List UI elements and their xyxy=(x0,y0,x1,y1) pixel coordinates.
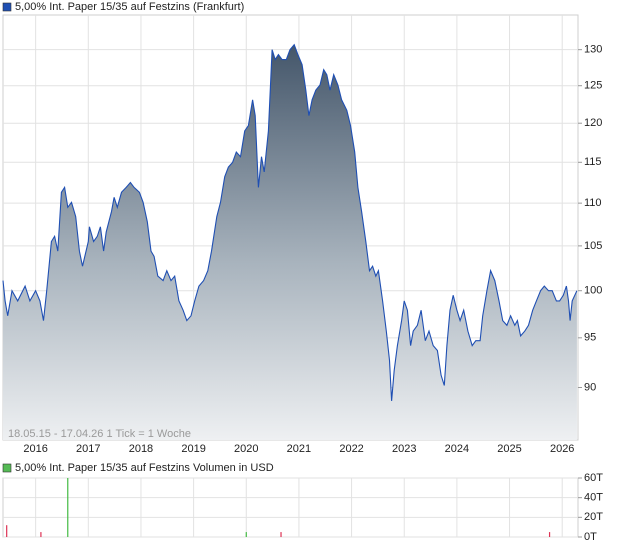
volume-bar xyxy=(67,478,69,537)
y-tick-label: 40T xyxy=(584,492,603,504)
legend-label: 5,00% Int. Paper 15/35 auf Festzins Volu… xyxy=(15,462,274,474)
y-tick-label: 95 xyxy=(584,332,596,344)
x-tick-label: 2022 xyxy=(339,443,363,455)
x-tick-label: 2019 xyxy=(181,443,205,455)
y-tick-label: 0T xyxy=(584,531,597,543)
x-tick-label: 2021 xyxy=(287,443,311,455)
y-tick-label: 20T xyxy=(584,511,603,523)
plot-area xyxy=(2,477,579,538)
x-tick-label: 2017 xyxy=(76,443,100,455)
area-fill xyxy=(3,44,577,440)
legend-label: 5,00% Int. Paper 15/35 auf Festzins (Fra… xyxy=(15,1,244,13)
y-tick-label: 125 xyxy=(584,80,602,92)
x-tick-label: 2024 xyxy=(445,443,469,455)
range-note: 18.05.15 - 17.04.26 1 Tick = 1 Woche xyxy=(8,428,191,440)
volume-bar xyxy=(245,532,247,537)
x-tick-label: 2025 xyxy=(497,443,521,455)
price-line xyxy=(2,43,578,401)
volume-bar xyxy=(280,532,282,537)
y-tick-label: 90 xyxy=(584,381,596,393)
legend-swatch xyxy=(2,2,12,12)
legend-swatch xyxy=(2,463,12,473)
volume-bar xyxy=(6,525,8,537)
x-tick-label: 2018 xyxy=(129,443,153,455)
y-tick-label: 130 xyxy=(584,44,602,56)
volume-bar xyxy=(40,532,42,537)
y-tick-label: 60T xyxy=(584,472,603,484)
x-tick-label: 2016 xyxy=(23,443,47,455)
y-tick-label: 115 xyxy=(584,156,602,168)
volume-bar xyxy=(548,532,551,537)
x-tick-label: 2026 xyxy=(550,443,574,455)
y-tick-label: 120 xyxy=(584,117,602,129)
y-tick-label: 105 xyxy=(584,240,602,252)
y-tick-label: 110 xyxy=(584,197,602,209)
x-tick-label: 2023 xyxy=(392,443,416,455)
y-tick-label: 100 xyxy=(584,285,602,297)
x-tick-label: 2020 xyxy=(234,443,258,455)
